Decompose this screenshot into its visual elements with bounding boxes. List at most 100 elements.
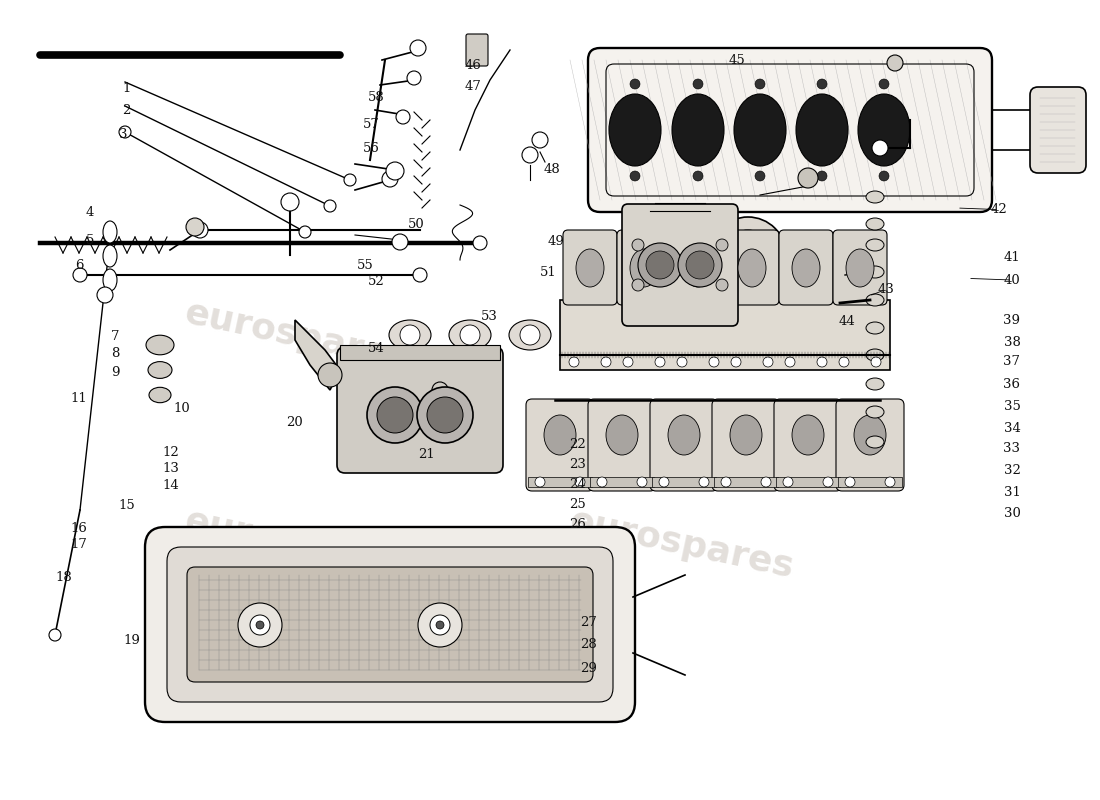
Text: 3: 3 xyxy=(119,128,128,141)
Text: eurospares: eurospares xyxy=(182,296,412,376)
Circle shape xyxy=(382,171,398,187)
Ellipse shape xyxy=(866,294,884,306)
FancyBboxPatch shape xyxy=(650,399,718,491)
Text: 56: 56 xyxy=(363,142,381,154)
FancyBboxPatch shape xyxy=(1030,87,1086,173)
Ellipse shape xyxy=(606,415,638,455)
Text: 52: 52 xyxy=(367,275,385,288)
Text: 30: 30 xyxy=(1003,507,1021,520)
Circle shape xyxy=(396,110,410,124)
Ellipse shape xyxy=(730,415,762,455)
Circle shape xyxy=(723,230,773,280)
Bar xyxy=(560,300,890,370)
Ellipse shape xyxy=(866,406,884,418)
Circle shape xyxy=(407,71,421,85)
Text: 14: 14 xyxy=(162,479,179,492)
Ellipse shape xyxy=(866,239,884,251)
Ellipse shape xyxy=(846,249,874,287)
FancyBboxPatch shape xyxy=(145,527,635,722)
Circle shape xyxy=(879,79,889,89)
Text: 28: 28 xyxy=(580,638,597,650)
Circle shape xyxy=(654,357,666,367)
FancyBboxPatch shape xyxy=(779,230,833,305)
Circle shape xyxy=(473,43,487,57)
FancyBboxPatch shape xyxy=(337,347,503,473)
Bar xyxy=(776,477,840,487)
FancyBboxPatch shape xyxy=(671,230,725,305)
Circle shape xyxy=(377,397,412,433)
Circle shape xyxy=(637,477,647,487)
Circle shape xyxy=(798,168,818,188)
Circle shape xyxy=(630,79,640,89)
Ellipse shape xyxy=(866,349,884,361)
Circle shape xyxy=(520,325,540,345)
Circle shape xyxy=(632,239,644,251)
Circle shape xyxy=(238,603,282,647)
Circle shape xyxy=(73,268,87,282)
Text: 26: 26 xyxy=(569,518,586,530)
Circle shape xyxy=(879,171,889,181)
Text: 13: 13 xyxy=(162,462,179,474)
Circle shape xyxy=(716,279,728,291)
Text: 12: 12 xyxy=(162,446,179,458)
Ellipse shape xyxy=(796,94,848,166)
Circle shape xyxy=(678,243,722,287)
Text: 16: 16 xyxy=(70,522,88,534)
Ellipse shape xyxy=(148,387,170,402)
FancyBboxPatch shape xyxy=(833,230,887,305)
Circle shape xyxy=(886,477,895,487)
Circle shape xyxy=(97,287,113,303)
Ellipse shape xyxy=(672,94,724,166)
Circle shape xyxy=(460,325,480,345)
Circle shape xyxy=(432,382,448,398)
Circle shape xyxy=(430,615,450,635)
Text: 6: 6 xyxy=(75,259,84,272)
Ellipse shape xyxy=(866,378,884,390)
Ellipse shape xyxy=(544,415,576,455)
Circle shape xyxy=(785,357,795,367)
Text: 31: 31 xyxy=(1003,486,1021,498)
Circle shape xyxy=(686,251,714,279)
Ellipse shape xyxy=(854,415,886,455)
Circle shape xyxy=(436,621,444,629)
Circle shape xyxy=(698,477,710,487)
Ellipse shape xyxy=(103,269,117,291)
Bar xyxy=(528,477,592,487)
Circle shape xyxy=(693,79,703,89)
Text: 49: 49 xyxy=(547,235,564,248)
Circle shape xyxy=(522,147,538,163)
FancyBboxPatch shape xyxy=(617,230,671,305)
Ellipse shape xyxy=(866,436,884,448)
Circle shape xyxy=(783,477,793,487)
Circle shape xyxy=(693,171,703,181)
Text: 32: 32 xyxy=(1003,464,1021,477)
Circle shape xyxy=(630,171,640,181)
Ellipse shape xyxy=(103,221,117,243)
Bar xyxy=(714,477,778,487)
Ellipse shape xyxy=(148,362,172,378)
Circle shape xyxy=(324,200,336,212)
FancyBboxPatch shape xyxy=(621,204,738,326)
Bar xyxy=(340,345,500,360)
Circle shape xyxy=(535,477,544,487)
Circle shape xyxy=(256,621,264,629)
Text: 46: 46 xyxy=(464,59,482,72)
Circle shape xyxy=(638,243,682,287)
Circle shape xyxy=(192,222,208,238)
Text: 4: 4 xyxy=(86,206,95,218)
Circle shape xyxy=(575,477,585,487)
Circle shape xyxy=(400,325,420,345)
Text: 58: 58 xyxy=(367,91,385,104)
Text: 38: 38 xyxy=(1003,336,1021,349)
FancyBboxPatch shape xyxy=(588,399,656,491)
Polygon shape xyxy=(295,320,340,390)
Circle shape xyxy=(427,397,463,433)
Circle shape xyxy=(763,357,773,367)
FancyBboxPatch shape xyxy=(774,399,842,491)
Circle shape xyxy=(817,357,827,367)
Circle shape xyxy=(845,477,855,487)
Text: 5: 5 xyxy=(86,234,95,246)
Circle shape xyxy=(119,126,131,138)
Text: 1: 1 xyxy=(122,82,131,94)
FancyBboxPatch shape xyxy=(725,230,779,305)
